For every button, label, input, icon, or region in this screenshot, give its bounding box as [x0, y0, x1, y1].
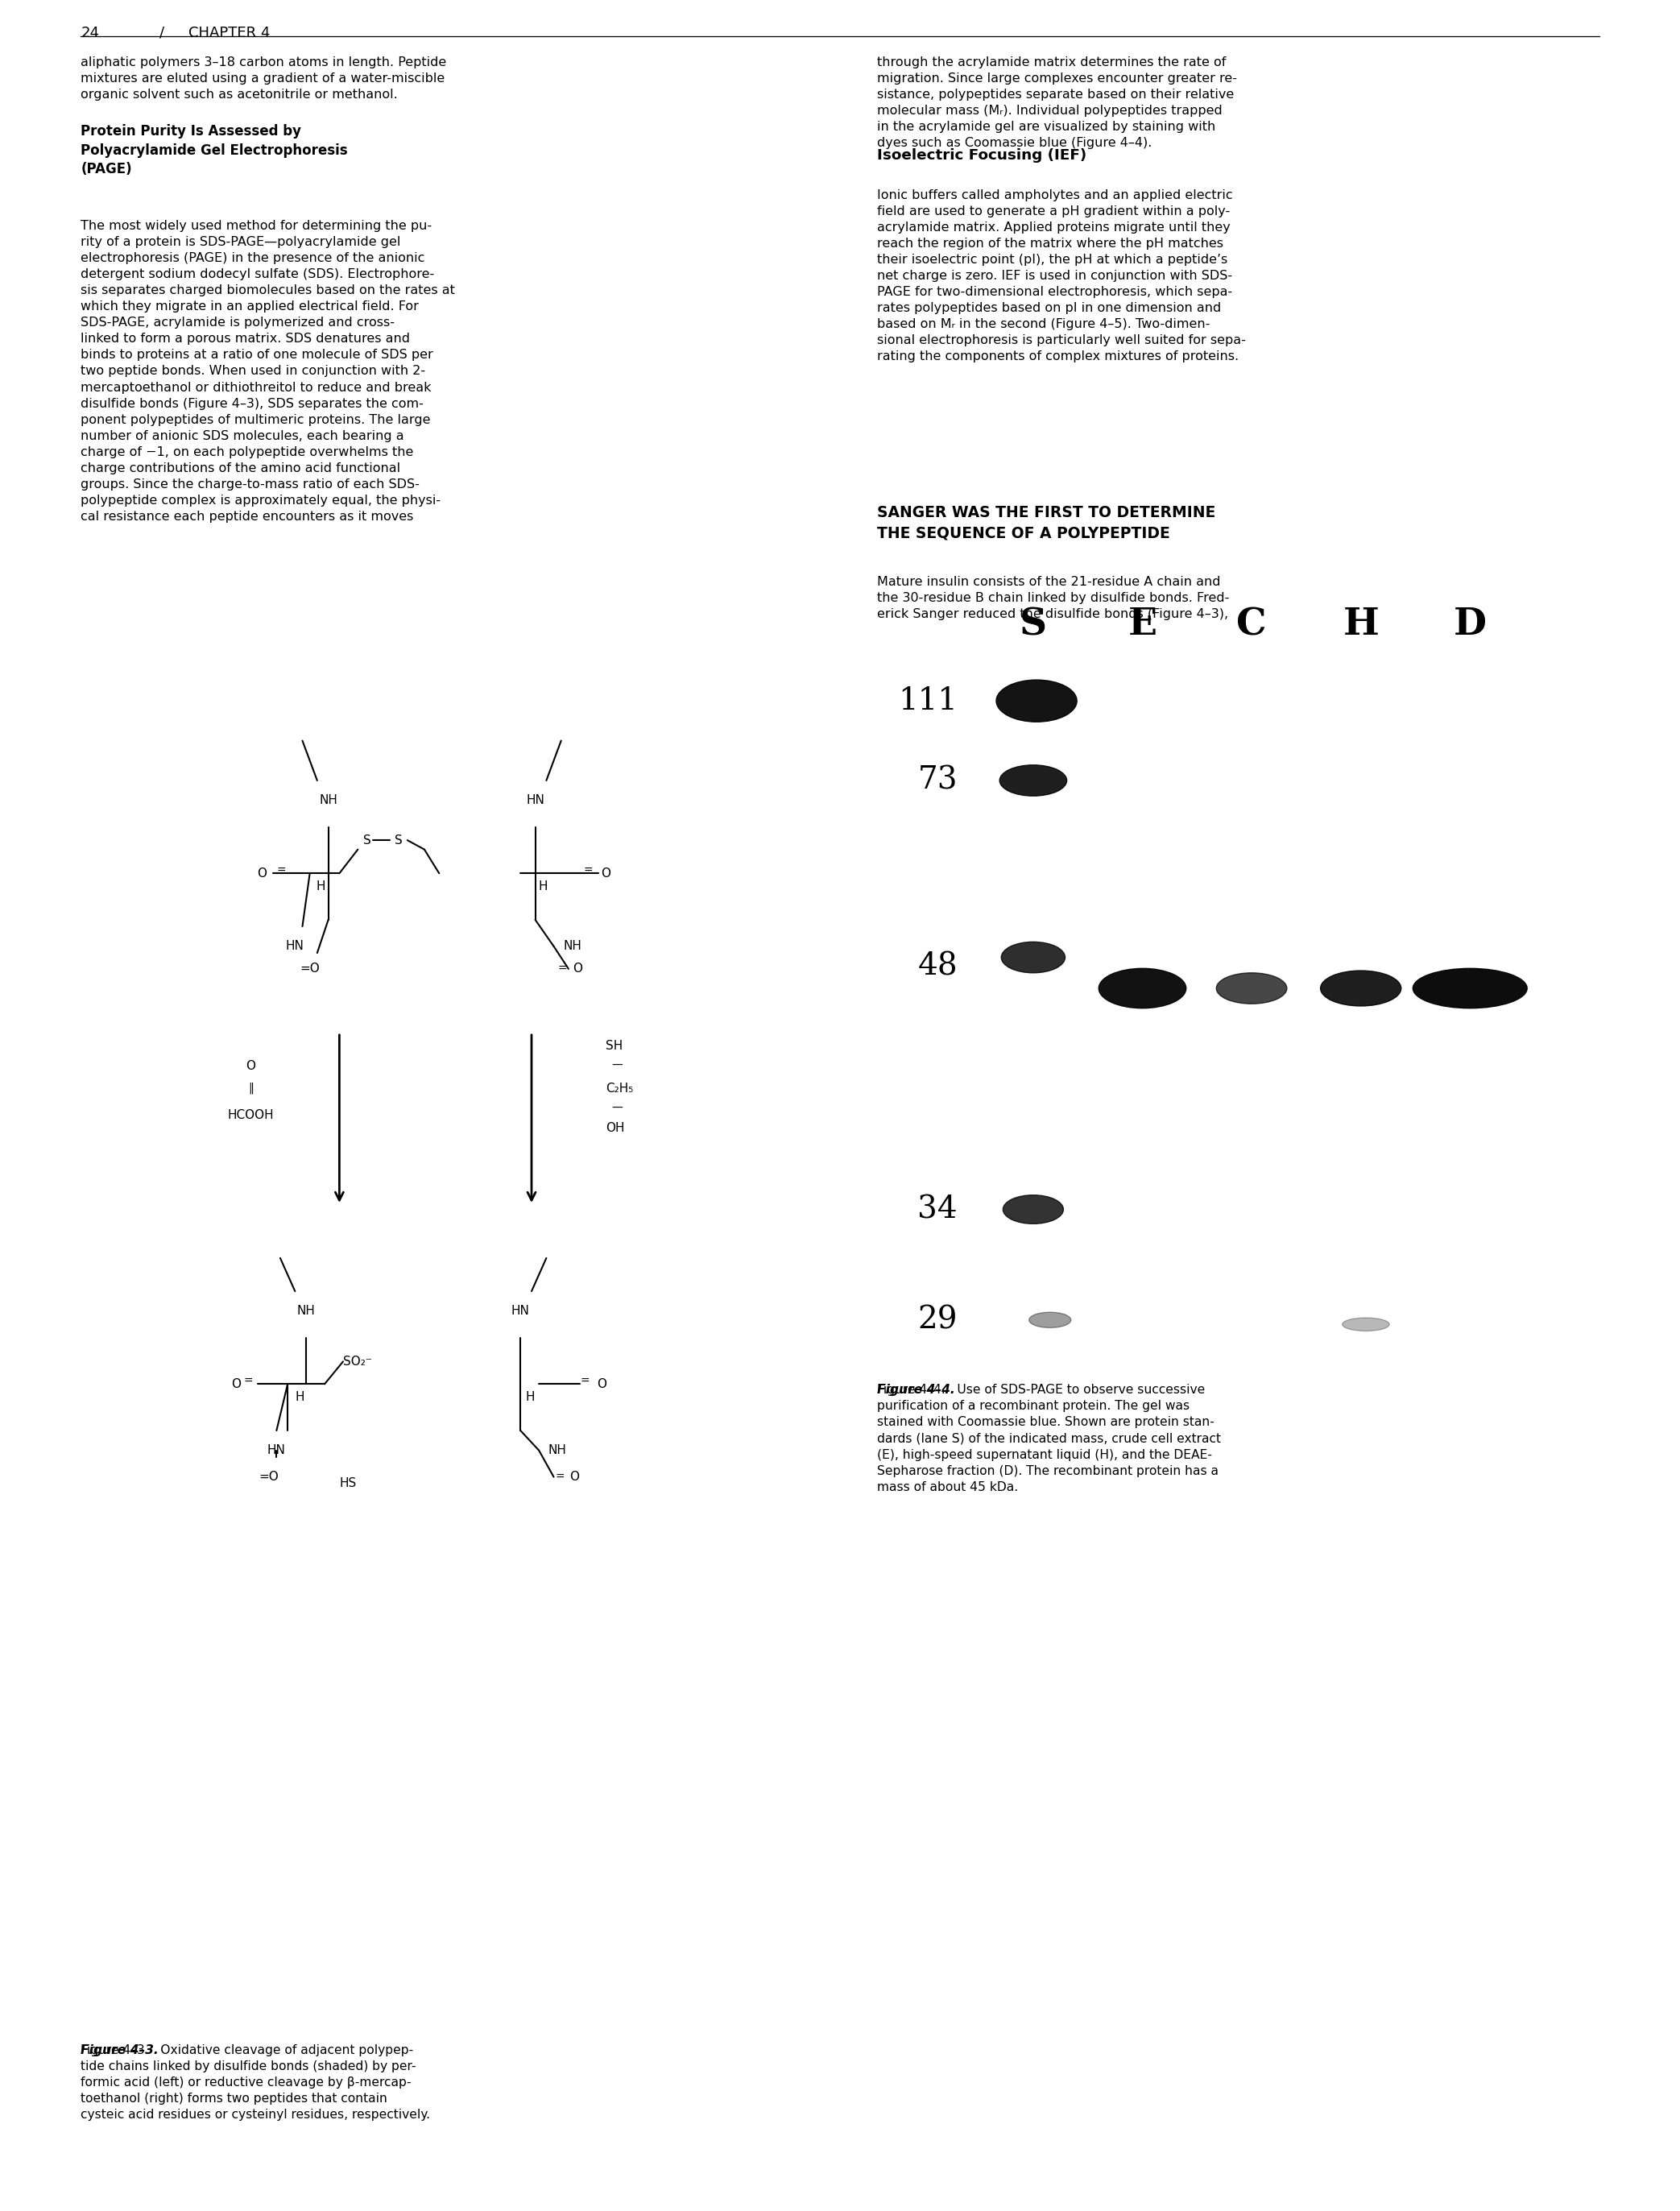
Text: O: O	[232, 1377, 240, 1391]
Text: Figure 4–3.: Figure 4–3.	[81, 2043, 158, 2056]
Text: The most widely used method for determining the pu-
rity of a protein is SDS-PAG: The most widely used method for determin…	[81, 221, 455, 522]
Text: =: =	[554, 1470, 564, 1484]
Text: HCOOH: HCOOH	[227, 1108, 274, 1121]
Text: Protein Purity Is Assessed by
Polyacrylamide Gel Electrophoresis
(PAGE): Protein Purity Is Assessed by Polyacryla…	[81, 124, 348, 177]
Text: D: D	[1453, 606, 1487, 643]
Text: O: O	[257, 867, 267, 880]
Text: Figure 4–3.   Oxidative cleavage of adjacent polypep-
tide chains linked by disu: Figure 4–3. Oxidative cleavage of adjace…	[81, 2043, 430, 2120]
Text: HN: HN	[526, 794, 544, 807]
Text: through the acrylamide matrix determines the rate of
migration. Since large comp: through the acrylamide matrix determines…	[877, 55, 1236, 148]
Text: aliphatic polymers 3–18 carbon atoms in length. Peptide
mixtures are eluted usin: aliphatic polymers 3–18 carbon atoms in …	[81, 55, 447, 102]
Text: /: /	[160, 24, 165, 40]
Text: O: O	[570, 1470, 580, 1484]
Text: Isoelectric Focusing (IEF): Isoelectric Focusing (IEF)	[877, 148, 1087, 164]
Text: =: =	[244, 1375, 254, 1386]
Text: =: =	[580, 1375, 590, 1386]
Text: 34: 34	[917, 1194, 958, 1225]
Text: HN: HN	[511, 1304, 529, 1318]
Text: HS: HS	[339, 1477, 356, 1490]
Text: H: H	[538, 880, 548, 893]
Text: C₂H₅: C₂H₅	[605, 1081, 633, 1094]
Text: SO₂⁻: SO₂⁻	[343, 1355, 373, 1369]
Text: =: =	[558, 964, 568, 975]
Text: S: S	[363, 834, 371, 847]
Text: OH: OH	[605, 1121, 625, 1134]
Ellipse shape	[996, 679, 1077, 721]
Text: NH: NH	[548, 1444, 566, 1457]
Text: SH: SH	[605, 1039, 623, 1052]
Text: E: E	[1127, 606, 1158, 643]
Ellipse shape	[1003, 1194, 1063, 1225]
Text: CHAPTER 4: CHAPTER 4	[188, 24, 270, 40]
Text: O: O	[596, 1377, 606, 1391]
Text: —: —	[612, 1059, 623, 1072]
Text: =: =	[583, 865, 593, 876]
Text: —: —	[612, 1103, 623, 1114]
Ellipse shape	[1028, 1311, 1072, 1327]
Text: O: O	[601, 867, 610, 880]
Text: Figure 4–4.   Use of SDS-PAGE to observe successive
purification of a recombinan: Figure 4–4. Use of SDS-PAGE to observe s…	[877, 1384, 1221, 1492]
Text: NH: NH	[319, 794, 338, 807]
Text: HN: HN	[286, 940, 304, 953]
Ellipse shape	[1342, 1318, 1389, 1331]
Text: 29: 29	[917, 1304, 958, 1335]
Text: C: C	[1236, 606, 1267, 643]
Text: O: O	[245, 1059, 255, 1072]
Text: Mature insulin consists of the 21-residue A chain and
the 30-residue B chain lin: Mature insulin consists of the 21-residu…	[877, 575, 1230, 621]
Text: H: H	[294, 1391, 304, 1404]
Text: S: S	[395, 834, 403, 847]
Text: 48: 48	[917, 951, 958, 982]
Ellipse shape	[1000, 765, 1067, 796]
Text: NH: NH	[563, 940, 581, 953]
Text: SANGER WAS THE FIRST TO DETERMINE
THE SEQUENCE OF A POLYPEPTIDE: SANGER WAS THE FIRST TO DETERMINE THE SE…	[877, 506, 1215, 542]
Text: H: H	[1342, 606, 1379, 643]
Text: HN: HN	[267, 1444, 286, 1457]
Text: ‖: ‖	[249, 1083, 254, 1094]
Text: 73: 73	[917, 765, 958, 796]
Ellipse shape	[1320, 971, 1401, 1006]
Ellipse shape	[1001, 942, 1065, 973]
Ellipse shape	[1216, 973, 1287, 1004]
Text: =O: =O	[299, 962, 319, 975]
Text: S: S	[1020, 606, 1047, 643]
Ellipse shape	[1099, 968, 1186, 1008]
Text: H: H	[316, 880, 326, 893]
Text: =O: =O	[259, 1470, 279, 1484]
Text: H: H	[526, 1391, 534, 1404]
Text: Figure 4–4.: Figure 4–4.	[877, 1384, 954, 1395]
Text: 111: 111	[899, 685, 958, 716]
Text: O: O	[573, 962, 583, 975]
Text: =: =	[277, 865, 286, 876]
Text: NH: NH	[297, 1304, 316, 1318]
Text: 24: 24	[81, 24, 99, 40]
Text: Ionic buffers called ampholytes and an applied electric
field are used to genera: Ionic buffers called ampholytes and an a…	[877, 190, 1245, 363]
Ellipse shape	[1413, 968, 1527, 1008]
